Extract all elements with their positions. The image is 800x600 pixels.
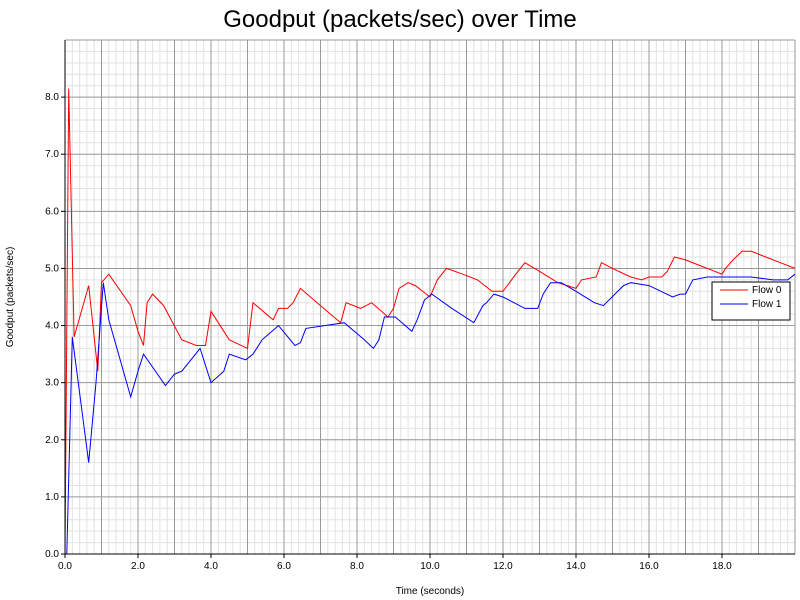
y-tick-label: 2.0: [45, 435, 59, 446]
chart-title: Goodput (packets/sec) over Time: [223, 6, 577, 33]
legend-label-flow-1: Flow 1: [752, 299, 782, 310]
legend: Flow 0 Flow 1: [711, 281, 791, 321]
x-tick-label: 14.0: [566, 561, 586, 572]
legend-box: [711, 281, 791, 321]
y-tick-label: 1.0: [45, 492, 59, 503]
x-tick-label: 16.0: [639, 561, 659, 572]
x-tick-label: 18.0: [712, 561, 732, 572]
x-tick-label: 2.0: [131, 561, 145, 572]
y-tick-label: 5.0: [45, 263, 59, 274]
x-tick-label: 4.0: [204, 561, 218, 572]
x-tick-label: 12.0: [493, 561, 513, 572]
series-layer: [64, 88, 796, 555]
y-tick-label: 0.0: [45, 549, 59, 560]
y-tick-label: 8.0: [45, 92, 59, 103]
y-tick-label: 4.0: [45, 321, 59, 332]
tick-labels: 0.0 2.0 4.0 6.0 8.0 10.0 12.0 14.0 16.0 18.0 0.0 1.…: [45, 92, 732, 572]
major-grid: [64, 39, 796, 555]
x-tick-label: 6.0: [277, 561, 291, 572]
y-axis-title: Goodput (packets/sec): [5, 247, 16, 348]
x-tick-label: 0.0: [58, 561, 72, 572]
x-tick-label: 8.0: [350, 561, 364, 572]
y-tick-label: 6.0: [45, 206, 59, 217]
legend-label-flow-0: Flow 0: [752, 285, 782, 296]
x-tick-label: 10.0: [420, 561, 440, 572]
y-tick-label: 7.0: [45, 149, 59, 160]
series-line-flow-1: [66, 273, 796, 555]
series-line-flow-0: [64, 88, 796, 555]
y-tick-label: 3.0: [45, 378, 59, 389]
x-axis-title: Time (seconds): [396, 586, 465, 597]
